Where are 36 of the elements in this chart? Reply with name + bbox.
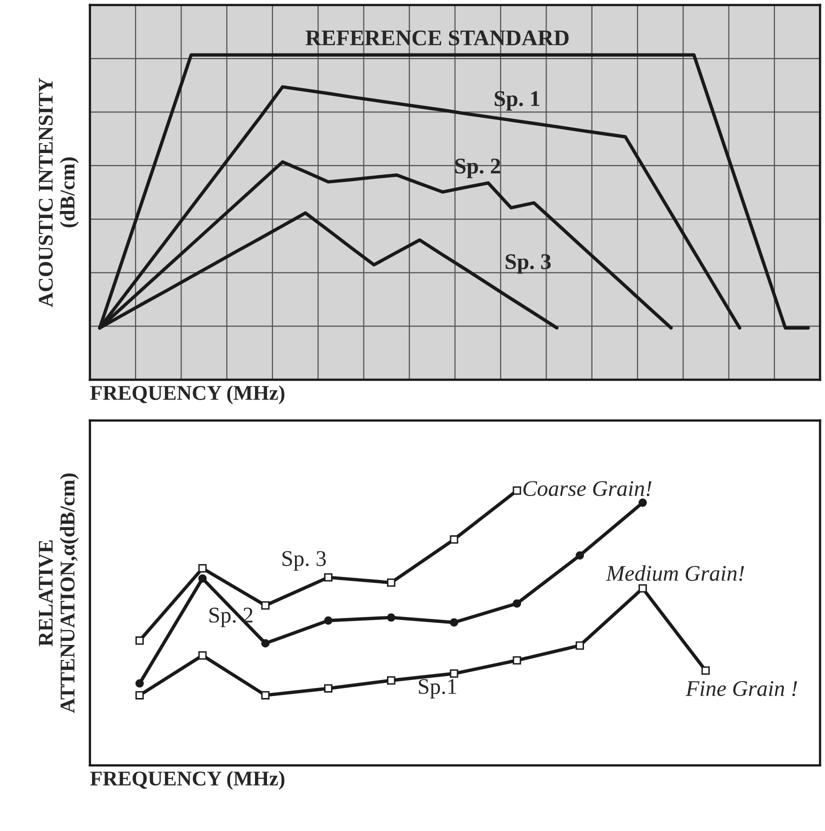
point <box>135 636 144 645</box>
point <box>638 498 647 507</box>
point <box>324 573 332 582</box>
point <box>386 578 396 587</box>
point <box>450 535 458 544</box>
point <box>386 613 396 622</box>
point <box>701 666 710 675</box>
annotation: Sp.1 <box>418 679 456 699</box>
annotation: Sp. 2 <box>209 608 252 628</box>
x-axis-title: FREQUENCY (MHz) <box>90 770 284 790</box>
point <box>261 601 270 610</box>
point <box>135 679 144 688</box>
x-axis-title: FREQUENCY (MHz) <box>90 385 284 404</box>
annotation: Fine Grain ! <box>686 681 798 696</box>
point <box>576 641 584 650</box>
annotation: Medium Grain! <box>606 565 744 581</box>
y-axis-title: RELATIVE ATTENUATION,α(dB/cm) <box>38 474 79 714</box>
point <box>638 584 647 593</box>
annotation: Sp. 3 <box>282 551 326 571</box>
point <box>198 651 207 660</box>
point <box>576 551 584 560</box>
point <box>386 676 396 685</box>
point <box>261 691 270 700</box>
point <box>450 618 458 627</box>
point <box>261 639 270 648</box>
point <box>450 669 458 678</box>
y-axis-title: ACOUSTIC INTENSITY (dB/cm) <box>38 78 79 308</box>
point <box>198 574 207 583</box>
point <box>324 684 332 693</box>
point <box>324 616 332 625</box>
point <box>135 691 144 700</box>
point <box>198 564 207 572</box>
point <box>512 599 522 608</box>
point <box>512 656 522 665</box>
point <box>512 486 522 495</box>
annotation: Coarse Grain! <box>523 481 652 496</box>
